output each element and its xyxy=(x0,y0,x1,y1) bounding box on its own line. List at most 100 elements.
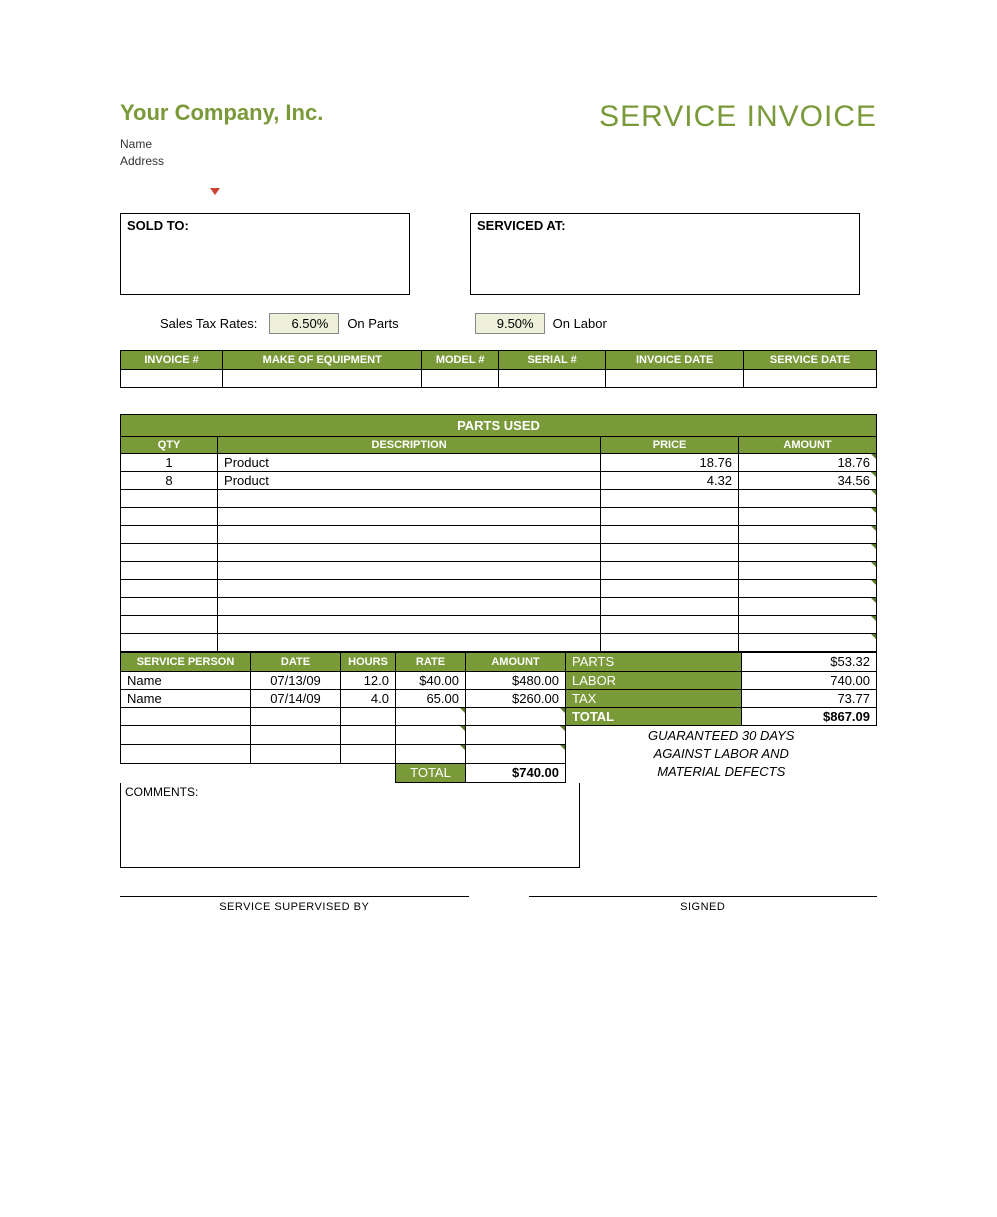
parts-row[interactable] xyxy=(121,561,877,579)
parts-qty[interactable]: 1 xyxy=(121,453,218,471)
parts-price[interactable] xyxy=(601,579,739,597)
parts-qty[interactable] xyxy=(121,561,218,579)
labor-rate[interactable]: $40.00 xyxy=(396,671,466,689)
labor-row[interactable]: GUARANTEED 30 DAYS AGAINST LABOR AND MAT… xyxy=(121,725,877,744)
col-service-person: SERVICE PERSON xyxy=(121,652,251,671)
tax-row: Sales Tax Rates: 6.50% On Parts 9.50% On… xyxy=(120,313,877,334)
col-rate: RATE xyxy=(396,652,466,671)
labor-person[interactable]: Name xyxy=(121,689,251,707)
address-row: SOLD TO: SERVICED AT: xyxy=(120,213,877,295)
labor-rate[interactable]: 65.00 xyxy=(396,689,466,707)
labor-row[interactable]: TOTAL $867.09 xyxy=(121,707,877,725)
parts-col: PRICE xyxy=(601,436,739,453)
parts-desc[interactable]: Product xyxy=(218,453,601,471)
labor-header-row: SERVICE PERSON DATE HOURS RATE AMOUNT PA… xyxy=(121,652,877,671)
parts-price[interactable]: 4.32 xyxy=(601,471,739,489)
sold-to-box[interactable]: SOLD TO: xyxy=(120,213,410,295)
parts-amount xyxy=(739,507,877,525)
parts-price[interactable] xyxy=(601,525,739,543)
signature-supervised-label: SERVICE SUPERVISED BY xyxy=(120,901,469,913)
parts-qty[interactable] xyxy=(121,579,218,597)
parts-row[interactable] xyxy=(121,597,877,615)
col-date: DATE xyxy=(251,652,341,671)
parts-price[interactable] xyxy=(601,633,739,651)
parts-price[interactable] xyxy=(601,507,739,525)
parts-price[interactable] xyxy=(601,597,739,615)
parts-row[interactable] xyxy=(121,525,877,543)
parts-amount: 18.76 xyxy=(739,453,877,471)
info-col: MAKE OF EQUIPMENT xyxy=(223,350,422,369)
parts-qty[interactable] xyxy=(121,507,218,525)
parts-qty[interactable] xyxy=(121,633,218,651)
parts-price[interactable]: 18.76 xyxy=(601,453,739,471)
bottom-grid: SERVICE PERSON DATE HOURS RATE AMOUNT PA… xyxy=(120,652,877,783)
info-cell[interactable] xyxy=(744,369,877,387)
labor-person[interactable]: Name xyxy=(121,671,251,689)
parts-qty[interactable] xyxy=(121,597,218,615)
guarantee-text: GUARANTEED 30 DAYS AGAINST LABOR AND MAT… xyxy=(566,725,877,782)
parts-desc[interactable] xyxy=(218,507,601,525)
parts-desc[interactable] xyxy=(218,561,601,579)
from-name: Name xyxy=(120,136,323,153)
parts-col: DESCRIPTION xyxy=(218,436,601,453)
summary-labor-label: LABOR xyxy=(566,671,742,689)
info-col: INVOICE # xyxy=(121,350,223,369)
parts-desc[interactable] xyxy=(218,579,601,597)
parts-qty[interactable] xyxy=(121,543,218,561)
parts-qty[interactable] xyxy=(121,615,218,633)
comments-box[interactable]: COMMENTS: xyxy=(120,783,580,868)
parts-desc[interactable] xyxy=(218,615,601,633)
parts-amount xyxy=(739,561,877,579)
header-row: Your Company, Inc. Name Address SERVICE … xyxy=(120,100,877,170)
parts-row[interactable] xyxy=(121,543,877,561)
parts-amount xyxy=(739,543,877,561)
parts-row[interactable] xyxy=(121,633,877,651)
parts-desc[interactable] xyxy=(218,543,601,561)
parts-qty[interactable] xyxy=(121,525,218,543)
tax-parts-input[interactable]: 6.50% xyxy=(269,313,339,334)
signature-signed: SIGNED xyxy=(529,896,878,913)
info-data-row[interactable] xyxy=(121,369,877,387)
info-cell[interactable] xyxy=(498,369,605,387)
labor-date[interactable]: 07/14/09 xyxy=(251,689,341,707)
parts-col: AMOUNT xyxy=(739,436,877,453)
parts-amount xyxy=(739,489,877,507)
tax-labor-input[interactable]: 9.50% xyxy=(475,313,545,334)
from-block: Name Address xyxy=(120,136,323,170)
parts-price[interactable] xyxy=(601,561,739,579)
parts-price[interactable] xyxy=(601,543,739,561)
parts-price[interactable] xyxy=(601,615,739,633)
info-cell[interactable] xyxy=(606,369,744,387)
labor-hours[interactable]: 4.0 xyxy=(341,689,396,707)
parts-row[interactable]: 1Product18.7618.76 xyxy=(121,453,877,471)
parts-row[interactable] xyxy=(121,489,877,507)
summary-total-value: $867.09 xyxy=(742,707,877,725)
summary-labor-value: 740.00 xyxy=(742,671,877,689)
labor-total-value: $740.00 xyxy=(466,763,566,782)
sold-to-label: SOLD TO: xyxy=(127,218,189,233)
parts-price[interactable] xyxy=(601,489,739,507)
info-cell[interactable] xyxy=(121,369,223,387)
labor-row[interactable]: Name 07/14/09 4.0 65.00 $260.00 TAX 73.7… xyxy=(121,689,877,707)
tax-parts-suffix: On Parts xyxy=(347,316,398,331)
info-cell[interactable] xyxy=(422,369,499,387)
parts-row[interactable] xyxy=(121,579,877,597)
parts-row[interactable] xyxy=(121,507,877,525)
parts-amount xyxy=(739,633,877,651)
parts-desc[interactable] xyxy=(218,525,601,543)
labor-date[interactable]: 07/13/09 xyxy=(251,671,341,689)
labor-hours[interactable]: 12.0 xyxy=(341,671,396,689)
serviced-at-box[interactable]: SERVICED AT: xyxy=(470,213,860,295)
parts-desc[interactable] xyxy=(218,597,601,615)
info-cell[interactable] xyxy=(223,369,422,387)
labor-total-label: TOTAL xyxy=(396,763,466,782)
parts-row[interactable] xyxy=(121,615,877,633)
parts-row[interactable]: 8Product4.3234.56 xyxy=(121,471,877,489)
parts-desc[interactable] xyxy=(218,489,601,507)
parts-desc[interactable] xyxy=(218,633,601,651)
labor-row[interactable]: Name 07/13/09 12.0 $40.00 $480.00 LABOR … xyxy=(121,671,877,689)
signature-signed-label: SIGNED xyxy=(529,901,878,913)
parts-qty[interactable] xyxy=(121,489,218,507)
parts-desc[interactable]: Product xyxy=(218,471,601,489)
parts-qty[interactable]: 8 xyxy=(121,471,218,489)
